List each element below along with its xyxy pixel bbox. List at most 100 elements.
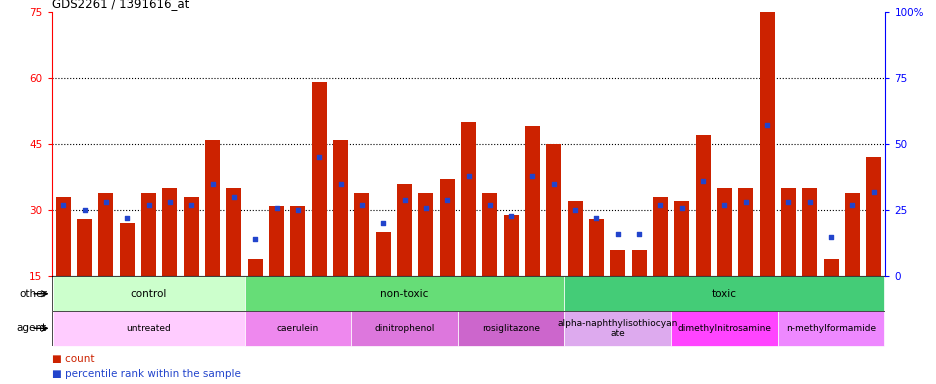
Text: n-methylformamide: n-methylformamide: [785, 324, 875, 333]
Text: non-toxic: non-toxic: [380, 289, 429, 299]
Bar: [716, 188, 731, 343]
Point: [227, 194, 241, 200]
Point: [397, 197, 412, 203]
Point: [77, 207, 92, 214]
Bar: [162, 188, 177, 343]
Bar: [546, 144, 561, 343]
Text: control: control: [130, 289, 167, 299]
Point: [375, 220, 390, 227]
Point: [482, 202, 497, 208]
Bar: [780, 188, 795, 343]
Bar: [244, 311, 351, 346]
Bar: [801, 188, 816, 343]
Text: other: other: [19, 289, 47, 299]
Bar: [589, 219, 604, 343]
Bar: [418, 193, 432, 343]
Bar: [77, 219, 92, 343]
Point: [290, 207, 305, 214]
Bar: [52, 311, 244, 346]
Point: [695, 178, 709, 184]
Bar: [269, 206, 284, 343]
Point: [801, 199, 816, 205]
Bar: [205, 139, 220, 343]
Bar: [351, 311, 458, 346]
Bar: [120, 223, 135, 343]
Point: [716, 202, 731, 208]
Bar: [524, 126, 539, 343]
Point: [162, 199, 177, 205]
Point: [738, 199, 753, 205]
Point: [567, 207, 582, 214]
Bar: [332, 139, 347, 343]
Point: [312, 154, 327, 161]
Bar: [674, 201, 689, 343]
Bar: [844, 193, 859, 343]
Bar: [354, 193, 369, 343]
Point: [141, 202, 156, 208]
Text: toxic: toxic: [711, 289, 736, 299]
Bar: [183, 197, 198, 343]
Bar: [98, 193, 113, 343]
Bar: [652, 197, 667, 343]
Point: [332, 180, 347, 187]
Point: [524, 173, 539, 179]
Text: ■ count: ■ count: [51, 354, 94, 364]
Point: [439, 197, 454, 203]
Bar: [759, 12, 774, 343]
Text: agent: agent: [17, 323, 47, 333]
Bar: [56, 197, 70, 343]
Bar: [777, 311, 884, 346]
Point: [504, 212, 519, 218]
Text: dinitrophenol: dinitrophenol: [373, 324, 434, 333]
Point: [461, 173, 475, 179]
Point: [98, 199, 113, 205]
Text: alpha-naphthylisothiocyan
ate: alpha-naphthylisothiocyan ate: [557, 319, 678, 338]
Bar: [567, 201, 582, 343]
Point: [546, 180, 561, 187]
Point: [823, 233, 838, 240]
Point: [865, 189, 880, 195]
Bar: [695, 135, 709, 343]
Point: [120, 215, 135, 221]
Text: ■ percentile rank within the sample: ■ percentile rank within the sample: [51, 369, 241, 379]
Bar: [670, 311, 777, 346]
Point: [609, 231, 624, 237]
Bar: [290, 206, 305, 343]
Bar: [738, 188, 753, 343]
Text: GDS2261 / 1391616_at: GDS2261 / 1391616_at: [51, 0, 189, 10]
Bar: [563, 311, 670, 346]
Bar: [227, 188, 241, 343]
Bar: [375, 232, 390, 343]
Bar: [141, 193, 156, 343]
Bar: [866, 157, 880, 343]
Point: [269, 205, 284, 211]
Point: [183, 202, 198, 208]
Text: rosiglitazone: rosiglitazone: [482, 324, 539, 333]
Bar: [609, 250, 624, 343]
Point: [589, 215, 604, 221]
Point: [417, 205, 432, 211]
Bar: [397, 184, 412, 343]
Point: [247, 236, 262, 242]
Bar: [247, 259, 262, 343]
Text: untreated: untreated: [126, 324, 170, 333]
Bar: [482, 193, 497, 343]
Bar: [312, 82, 327, 343]
Point: [205, 180, 220, 187]
Point: [354, 202, 369, 208]
Point: [674, 205, 689, 211]
Point: [652, 202, 667, 208]
Text: caerulein: caerulein: [276, 324, 318, 333]
Point: [780, 199, 795, 205]
Point: [759, 122, 774, 129]
Bar: [823, 259, 838, 343]
Point: [56, 202, 71, 208]
Bar: [52, 276, 244, 311]
Bar: [244, 276, 563, 311]
Bar: [461, 122, 475, 343]
Bar: [504, 215, 518, 343]
Bar: [631, 250, 646, 343]
Bar: [439, 179, 454, 343]
Bar: [458, 311, 563, 346]
Point: [631, 231, 646, 237]
